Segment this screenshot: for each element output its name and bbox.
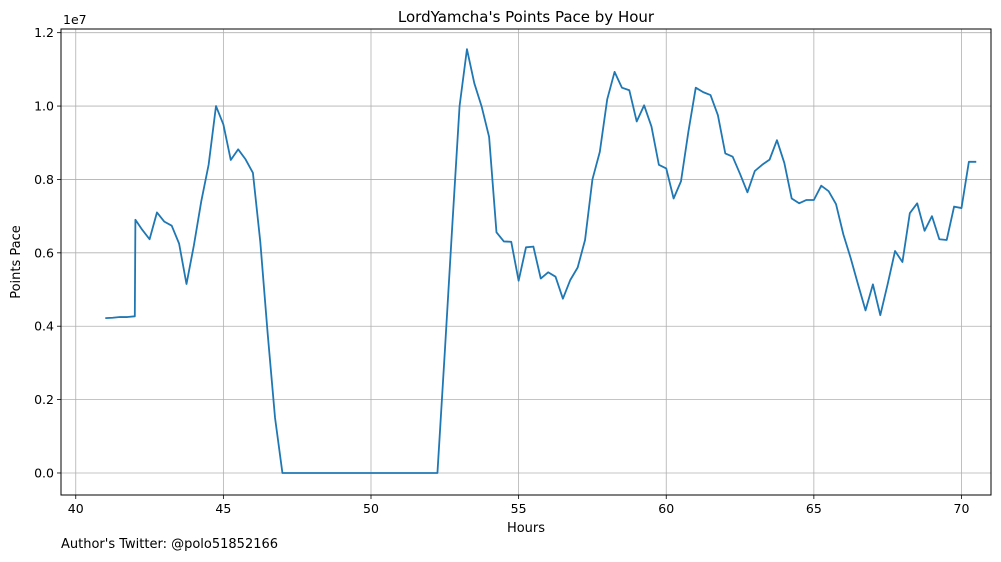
series-group — [105, 48, 977, 474]
x-tick-label: 60 — [658, 501, 674, 516]
y-tick-label: 0.8 — [34, 172, 54, 187]
plot-frame — [60, 28, 992, 496]
y-tick-label: 0.6 — [34, 245, 54, 260]
chart-title: LordYamcha's Points Pace by Hour — [398, 8, 655, 26]
x-tick-label: 45 — [215, 501, 231, 516]
y-tick-label: 1.0 — [34, 99, 54, 114]
x-tick-label: 65 — [806, 501, 822, 516]
x-tick-label: 55 — [511, 501, 527, 516]
x-tick-label: 50 — [363, 501, 379, 516]
x-axis: 40 45 50 55 60 65 70 — [68, 495, 970, 516]
x-tick-label: 40 — [68, 501, 84, 516]
x-tick-label: 70 — [954, 501, 970, 516]
series-line — [105, 48, 977, 474]
y-tick-label: 0.4 — [34, 319, 54, 334]
author-credit: Author's Twitter: @polo51852166 — [61, 537, 279, 552]
grid-lines — [61, 29, 991, 495]
y-axis-label: Points Pace — [9, 225, 24, 299]
y-tick-label: 0.0 — [34, 465, 54, 480]
y-tick-label: 0.2 — [34, 392, 54, 407]
x-axis-label: Hours — [507, 521, 545, 536]
y-axis: 0.0 0.2 0.4 0.6 0.8 1.0 1.2 — [34, 25, 61, 480]
y-tick-label: 1.2 — [34, 25, 54, 40]
y-offset-label: 1e7 — [63, 12, 87, 27]
